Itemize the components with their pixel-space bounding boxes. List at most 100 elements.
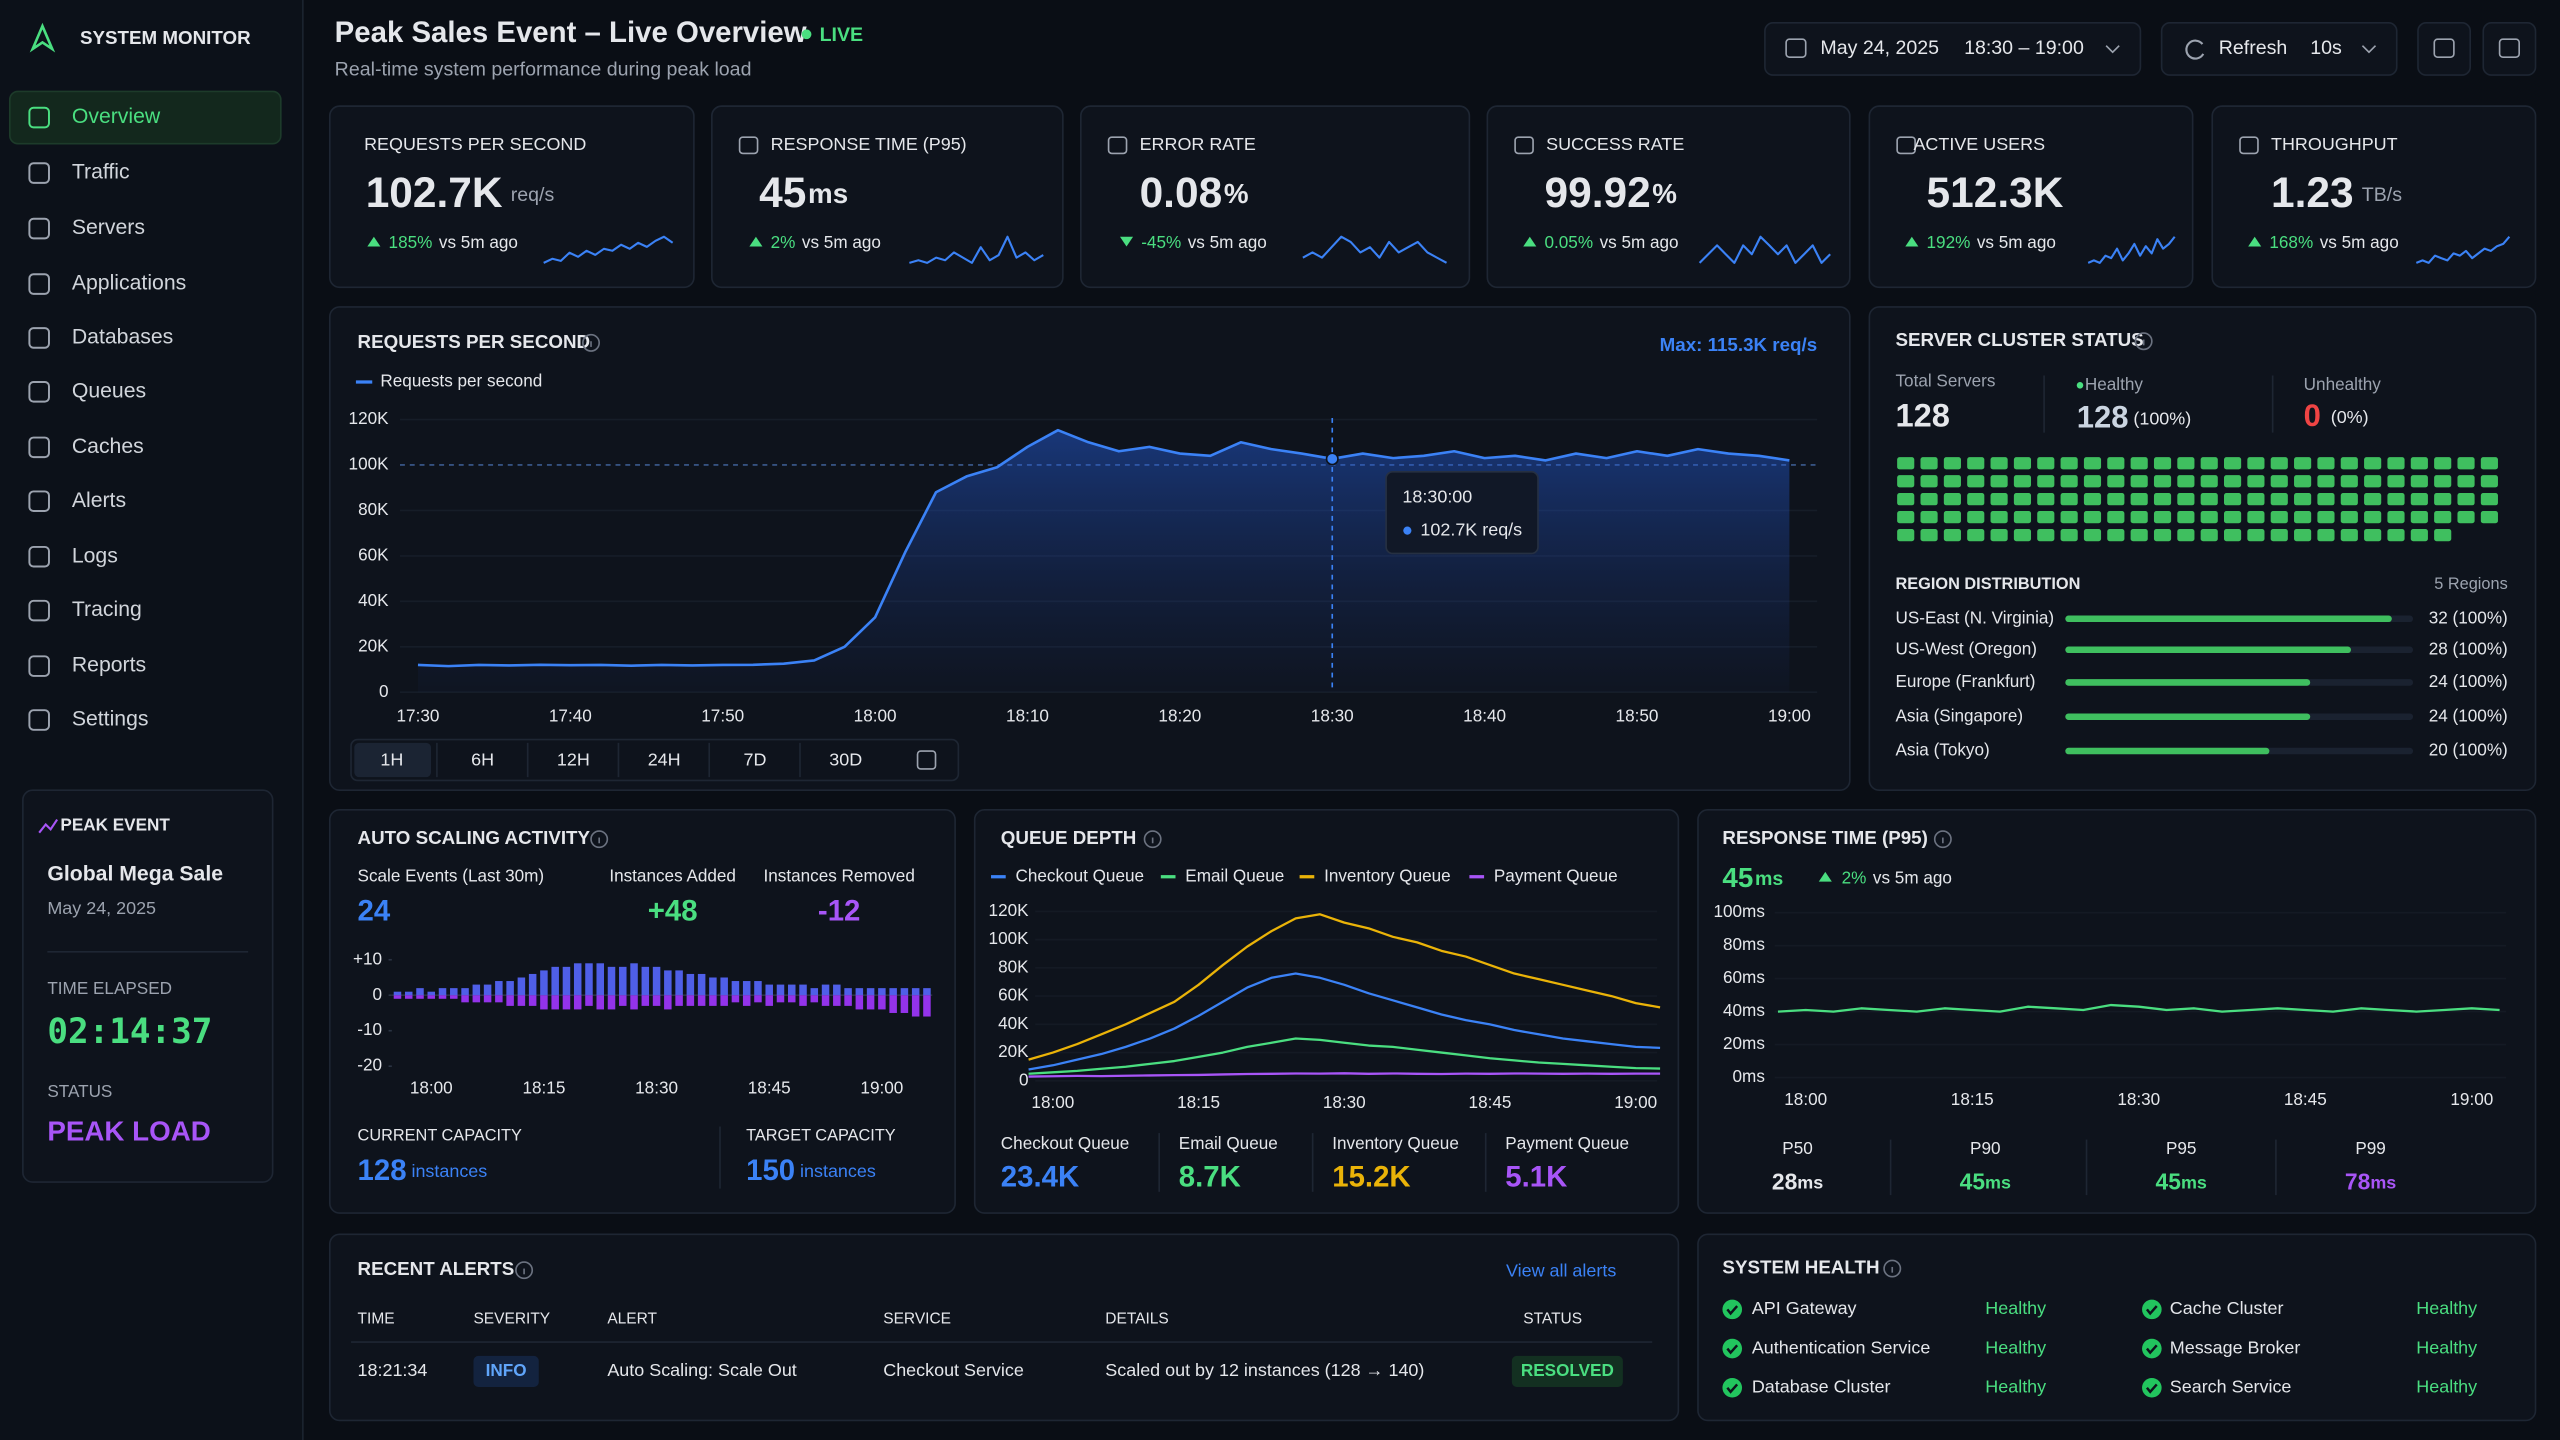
server-cell [2224,528,2242,542]
server-cell [2387,475,2405,488]
server-cell [2083,475,2102,488]
label-part: 45 [2156,1169,2182,1195]
refresh-control[interactable] [2160,22,2398,76]
label-part: 185% [389,232,433,252]
legend-label: Inventory Queue [1324,865,1451,885]
health-icon [1722,1299,1743,1320]
nav-item[interactable]: Tracing [72,598,142,621]
server-cell [1920,528,1938,542]
nav-item[interactable]: Logs [72,544,118,567]
calendar-icon [1785,38,1807,58]
kpi-icon [1896,136,1916,155]
range-calendar[interactable] [916,750,937,770]
server-cell [2153,457,2172,470]
chart-title: REQUESTS PER SECOND [358,331,591,352]
x-tick-label: 19:00 [860,1078,903,1098]
server-cell [1943,475,1961,488]
server-cell [2013,528,2032,542]
range-button[interactable]: 7D [743,750,766,770]
nav-item[interactable]: Databases [72,326,173,349]
nav-icon [28,709,50,731]
nav-icon [28,273,50,295]
nav-item[interactable]: Queues [72,379,146,402]
server-cell [2270,528,2288,542]
cell: Auto Scaling: Scale Out [607,1360,796,1380]
label-part: ms [1797,1172,1823,1192]
bar [551,995,559,1010]
panel-title: RESPONSE TIME (P95) [1722,827,1927,848]
nav-item[interactable]: Servers [72,216,145,239]
date-picker[interactable] [1764,22,2142,76]
bar [765,995,773,1006]
x-tick-label: 18:20 [1158,705,1201,725]
label-part: req/s [511,184,555,206]
server-cell [2153,493,2172,506]
display-button[interactable] [2482,22,2537,76]
range-button[interactable]: 6H [471,750,494,770]
server-cell [2434,475,2452,488]
bar [393,991,402,996]
nav-item[interactable]: Applications [72,272,186,295]
bar [641,995,650,1006]
cell: 18:21:34 [358,1360,428,1380]
server-cell [1990,528,2008,542]
info-icon [2134,332,2153,351]
nav-item[interactable]: Settings [72,708,149,731]
nav-item[interactable]: Traffic [72,161,130,184]
bar [754,995,762,1003]
y-tick-label: 120K [989,900,1030,920]
nav-item[interactable]: Overview [72,105,161,128]
range-button[interactable]: 12H [557,750,590,770]
x-tick-label: 18:30 [2117,1089,2160,1109]
server-cell [2294,511,2312,524]
server-cell [2457,511,2475,524]
stat-label: Scale Events (Last 30m) [358,865,545,885]
section-title: REGION DISTRIBUTION [1896,575,2081,593]
capacity-label: TARGET CAPACITY [746,1127,896,1145]
range-button[interactable]: 1H [380,750,403,770]
region-count: 5 Regions [2434,575,2507,593]
y-tick-label: 20K [358,635,389,655]
x-tick-label: 18:00 [1031,1092,1074,1112]
label-part: 102.7K [366,169,503,216]
bar [495,981,503,996]
server-cell [1943,457,1961,470]
health-check [1726,1344,1739,1355]
capacity-label: CURRENT CAPACITY [358,1127,522,1145]
bar [923,995,931,1017]
server-cell [1990,511,2008,524]
range-button[interactable]: 30D [829,750,862,770]
bar [573,995,582,1010]
bar [551,966,559,996]
server-cell [1897,475,1915,488]
range-button[interactable]: 24H [648,750,681,770]
bar [810,988,819,996]
nav-item[interactable]: Caches [72,435,144,458]
service-name: Message Broker [2170,1337,2301,1357]
server-cell [2387,528,2405,542]
fullscreen-button[interactable] [2417,22,2472,76]
nav-icon [28,381,50,403]
label-part: 168% [2269,232,2313,252]
region-value: 28 (100%) [2429,638,2508,658]
label-part: % [1224,178,1249,209]
panel-title: AUTO SCALING ACTIVITY [358,827,591,848]
view-all-link[interactable]: View all alerts [1506,1261,1616,1281]
y-tick-label: +10 [353,948,382,968]
label-part: ms [1985,1172,2011,1192]
bar [573,963,582,996]
label-part: (0%) [2331,407,2369,427]
sparkline [2415,236,2511,264]
stat-label: Instances Removed [764,865,915,885]
total-value: 5.1K [1505,1161,1567,1194]
label-part: vs 5m ago [802,232,881,252]
bar [878,995,886,1010]
nav-item[interactable]: Reports [72,654,146,677]
bar [810,995,819,1003]
bar [776,984,785,996]
nav-item[interactable]: Alerts [72,489,126,512]
server-cell [2130,528,2148,542]
nav-icon [28,490,50,512]
total-label: Email Queue [1179,1133,1278,1153]
region-name: US-West (Oregon) [1896,638,2037,658]
